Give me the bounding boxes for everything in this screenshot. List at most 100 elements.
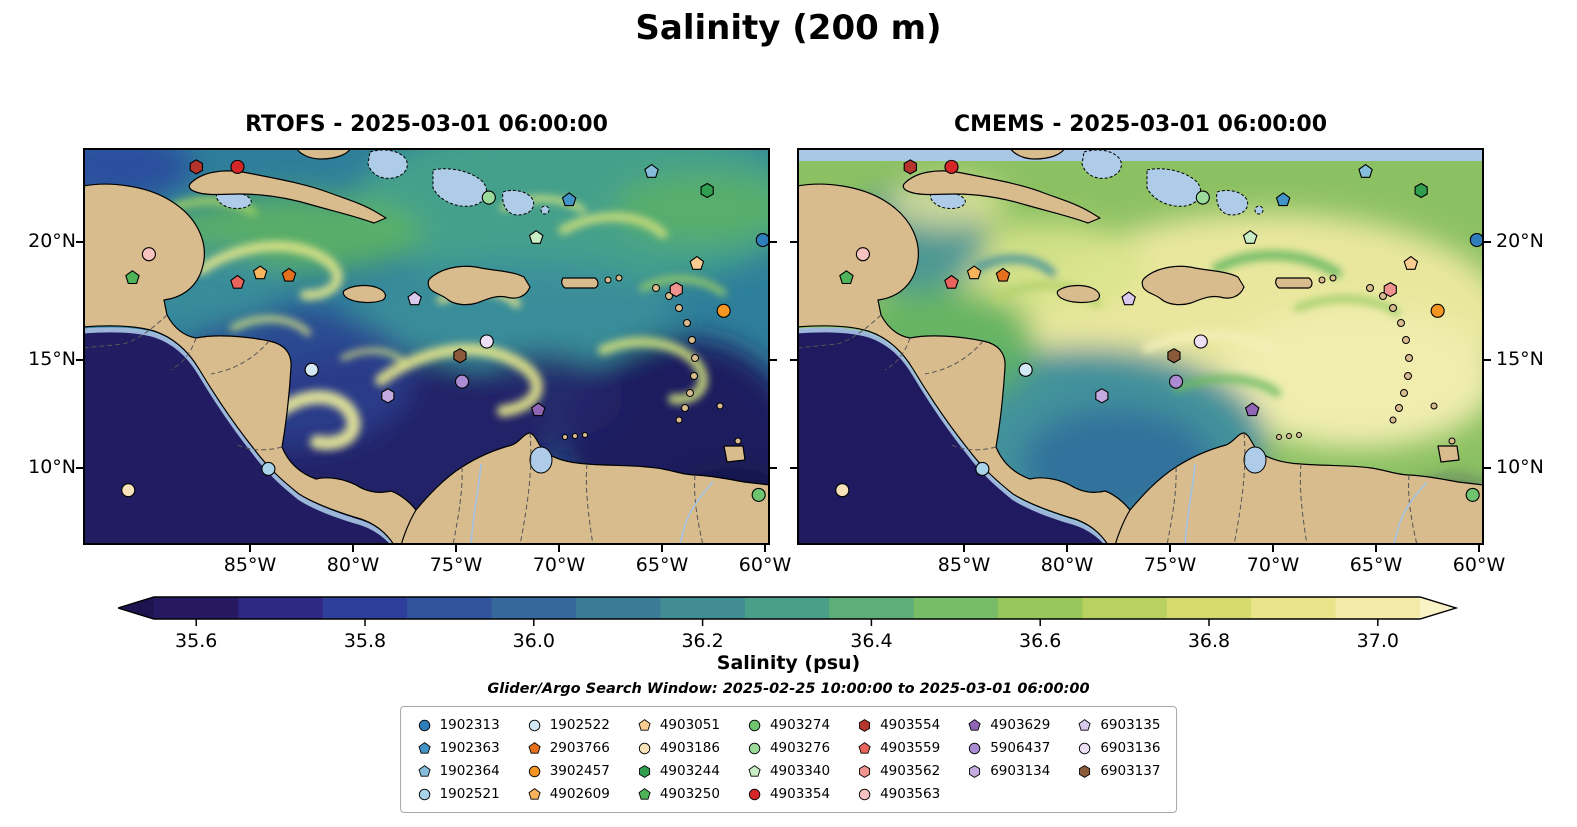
lat-tick-mark [1484, 359, 1491, 361]
circle-marker-icon [638, 742, 651, 754]
legend-item-label: 1902364 [439, 763, 500, 779]
legend-column: 4903051 4903186 4903244 4903250 [637, 715, 720, 804]
legend-item: 4903559 [857, 738, 940, 758]
legend-item: 4903186 [637, 738, 720, 758]
legend-item-label: 1902313 [439, 717, 500, 733]
map-marker-3902457 [1430, 303, 1445, 318]
colorbar-tick-label: 35.6 [175, 630, 218, 652]
colorbar-label: Salinity (psu) [716, 652, 861, 674]
pentagon-marker-icon [858, 741, 871, 754]
legend-item-label: 4903276 [769, 740, 831, 756]
legend-item-label: 4902609 [549, 786, 610, 802]
lon-tick-label: 60°W [738, 554, 792, 576]
lat-tick-mark [790, 467, 797, 469]
hexagon-marker-icon [859, 764, 871, 778]
lon-tick-label: 85°W [223, 554, 277, 576]
figure-title: Salinity (200 m) [635, 8, 942, 48]
lon-tick-mark [558, 545, 560, 552]
legend-item: 4903563 [857, 784, 940, 804]
map-marker-4903354 [944, 159, 959, 174]
legend-item: 1902363 [417, 738, 500, 758]
lat-tick-mark [76, 467, 83, 469]
legend-item-label: 4903559 [880, 740, 941, 756]
legend-column: 1902522 2903766 3902457 4902609 [527, 715, 610, 804]
legend-item: 1902521 [417, 784, 500, 804]
map-marker-1902364 [1358, 163, 1373, 178]
map-marker-4903186 [121, 483, 136, 498]
lon-tick-mark [963, 545, 965, 552]
colorbar-tick-label: 35.8 [343, 630, 387, 652]
pentagon-marker-icon [528, 787, 541, 800]
legend-item-label: 4903186 [659, 740, 720, 756]
pentagon-marker-icon [1078, 718, 1091, 731]
map-marker-4903554 [903, 159, 917, 175]
map-marker-4903051 [689, 255, 705, 270]
hexagon-marker-icon [1079, 764, 1091, 778]
legend-item: 4903276 [747, 738, 830, 758]
colorbar-tick-label: 37.0 [1356, 630, 1399, 652]
legend-item: 1902364 [417, 761, 500, 781]
map-marker-2903766 [995, 267, 1011, 282]
lon-tick-label: 65°W [1349, 554, 1403, 576]
map-marker-1902521 [975, 461, 990, 477]
lon-tick-mark [1272, 545, 1274, 552]
pentagon-marker-icon [748, 764, 761, 777]
pentagon-marker-icon [528, 741, 541, 754]
legend-item-label: 4903340 [769, 763, 831, 779]
lon-tick-label: 85°W [937, 554, 991, 576]
map-marker-6903136 [1193, 334, 1208, 349]
legend-item: 4902609 [527, 784, 610, 804]
legend-item: 2903766 [527, 738, 610, 758]
lon-tick-mark [249, 545, 251, 552]
legend-column: 4903554 4903559 4903562 4903563 [857, 715, 940, 804]
map-marker-4902609 [966, 265, 982, 280]
map-marker-4903340 [528, 230, 544, 244]
lon-tick-mark [764, 545, 766, 552]
legend-item: 4903554 [857, 715, 940, 735]
legend: 1902313 1902363 1902364 1902521 1902522 29037… [399, 706, 1178, 813]
map-marker-4903562 [1383, 281, 1397, 298]
map-marker-1902313 [1469, 232, 1484, 248]
colorbar-svg [115, 596, 1459, 626]
lon-tick-label: 65°W [635, 554, 689, 576]
legend-column: 1902313 1902363 1902364 1902521 [417, 715, 500, 804]
map-marker-4903244 [700, 182, 714, 199]
circle-marker-icon [748, 742, 761, 754]
lat-tick-label-right: 10°N [1496, 456, 1544, 478]
pentagon-marker-icon [638, 787, 651, 800]
panel-title-cmems: CMEMS - 2025-03-01 06:00:00 [953, 112, 1328, 137]
circle-marker-icon [1079, 742, 1091, 754]
map-marker-5906437 [1168, 374, 1184, 389]
map-marker-4903274 [1465, 487, 1480, 502]
map-marker-1902522 [304, 362, 319, 377]
map-marker-4903563 [855, 247, 870, 262]
legend-item-label: 4903354 [769, 786, 831, 802]
lon-tick-mark [1169, 545, 1171, 552]
map-marker-1902363 [561, 192, 577, 207]
legend-item: 4903051 [637, 715, 720, 735]
hexagon-marker-icon [969, 764, 981, 778]
pentagon-marker-icon [417, 741, 431, 754]
pentagon-marker-icon [417, 764, 431, 777]
legend-item-label: 4903244 [659, 763, 720, 779]
legend-item: 3902457 [527, 761, 610, 781]
map-marker-4903554 [189, 159, 203, 175]
circle-marker-icon [528, 719, 540, 731]
colorbar-tick-label: 36.8 [1187, 630, 1231, 652]
circle-marker-icon [418, 719, 430, 731]
map-marker-4903274 [751, 487, 766, 502]
legend-item: 4903250 [637, 784, 720, 804]
legend-item-label: 2903766 [549, 740, 610, 756]
lon-tick-mark [1375, 545, 1377, 552]
legend-column: 4903629 5906437 6903134 [967, 715, 1050, 804]
map-marker-1902522 [1018, 362, 1033, 377]
map-marker-4903276 [481, 190, 496, 205]
circle-marker-icon [748, 788, 761, 800]
lon-tick-label: 75°W [1143, 554, 1197, 576]
panel-title-rtofs: RTOFS - 2025-03-01 06:00:00 [245, 112, 608, 137]
lon-tick-mark [1066, 545, 1068, 552]
colorbar-tick-label: 36.0 [512, 630, 555, 652]
colorbar-tick-label: 36.4 [850, 630, 893, 652]
lon-tick-label: 60°W [1452, 554, 1506, 576]
lon-tick-mark [1478, 545, 1480, 552]
